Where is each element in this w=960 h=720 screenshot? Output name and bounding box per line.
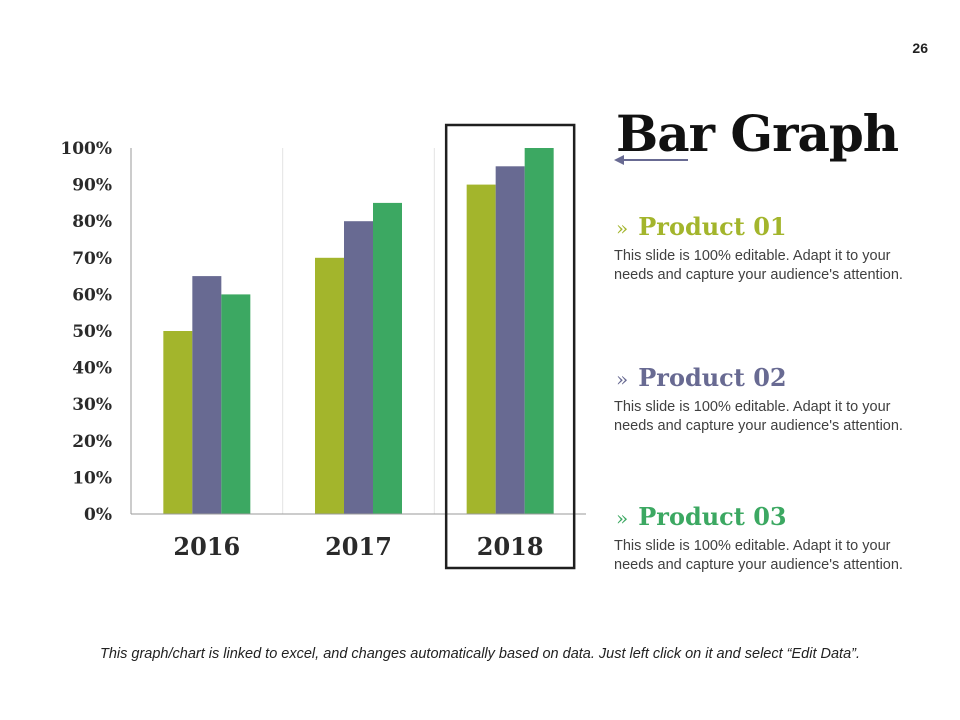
y-tick-label: 20%	[72, 432, 112, 452]
product-heading: » Product 03	[614, 502, 914, 531]
product-name: Product 01	[638, 212, 787, 241]
bar-product-01-2017	[315, 257, 344, 514]
bar-product-02-2018	[495, 166, 525, 515]
product-block-03: » Product 03 This slide is 100% editable…	[614, 502, 914, 575]
y-tick-label: 40%	[72, 359, 112, 379]
y-tick-label: 0%	[84, 505, 112, 525]
highlight-box	[444, 123, 576, 570]
arrow-left-icon	[614, 155, 688, 165]
bar-product-03-2016	[221, 294, 251, 514]
bar-product-03-2017	[373, 202, 402, 514]
bar-product-02-2017	[344, 221, 373, 514]
y-tick-label: 50%	[72, 322, 112, 342]
y-tick-label: 100%	[60, 139, 112, 159]
product-description: This slide is 100% editable. Adapt it to…	[614, 538, 903, 573]
product-heading: » Product 01	[614, 212, 914, 241]
y-tick-label: 10%	[72, 468, 112, 488]
y-tick-label: 70%	[72, 249, 112, 269]
bar-product-02-2016	[192, 276, 222, 514]
product-block-02: » Product 02 This slide is 100% editable…	[614, 363, 914, 436]
product-name: Product 02	[638, 363, 787, 392]
slide-title: Bar Graph	[616, 104, 899, 163]
footer-note: This graph/chart is linked to excel, and…	[99, 646, 861, 662]
bar-product-03-2018	[524, 148, 554, 514]
y-tick-label: 30%	[72, 395, 112, 415]
bar-product-01-2016	[163, 331, 193, 514]
product-block-01: » Product 01 This slide is 100% editable…	[614, 212, 914, 285]
y-tick-label: 80%	[72, 212, 112, 232]
product-description: This slide is 100% editable. Adapt it to…	[614, 248, 903, 283]
chevron-right-icon: »	[616, 216, 629, 240]
chevron-right-icon: »	[616, 367, 629, 391]
x-tick-label: 2016	[173, 532, 240, 561]
y-tick-label: 90%	[72, 176, 112, 196]
x-tick-label: 2018	[477, 532, 544, 561]
product-description: This slide is 100% editable. Adapt it to…	[614, 399, 903, 434]
bar-chart[interactable]: 0% 10% 20% 30% 40% 50% 60% 70% 80% 90% 100% 2016 201…	[0, 0, 600, 600]
y-tick-label: 60%	[72, 285, 112, 305]
product-name: Product 03	[638, 502, 787, 531]
x-tick-label: 2017	[325, 532, 392, 561]
product-heading: » Product 02	[614, 363, 914, 392]
bar-product-01-2018	[466, 184, 496, 514]
chevron-right-icon: »	[616, 506, 629, 530]
page-number: 26	[912, 40, 928, 56]
